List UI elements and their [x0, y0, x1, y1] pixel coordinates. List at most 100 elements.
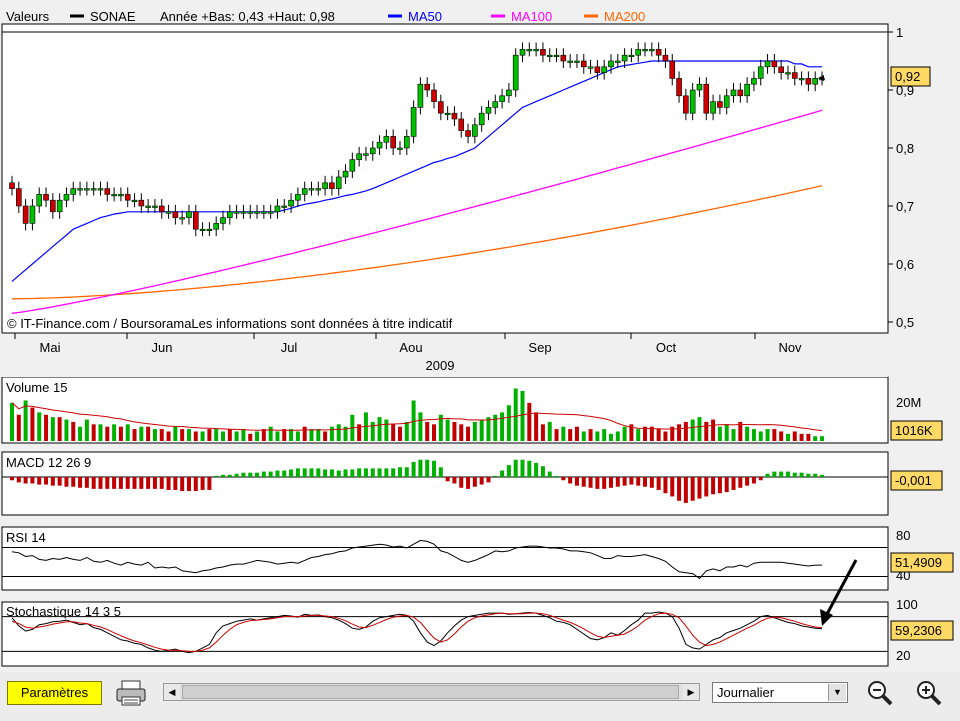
volume-bar [581, 431, 586, 441]
candle-body [369, 147, 376, 155]
macd-bar [581, 477, 586, 487]
candle-body [458, 118, 465, 131]
zoom-in-icon[interactable] [912, 678, 946, 708]
printer-icon[interactable] [113, 678, 151, 708]
macd-bar [534, 462, 539, 477]
candle-body [145, 205, 151, 208]
volume-bar [608, 433, 613, 441]
volume-bar [221, 431, 226, 441]
macd-bar [765, 473, 770, 477]
volume-bar [745, 426, 750, 441]
arrow-right-icon[interactable]: ▶ [683, 684, 699, 700]
candle-body [261, 211, 267, 214]
volume-bar [493, 414, 498, 441]
macd-bar [248, 472, 253, 477]
candle-body [642, 49, 648, 52]
candle-body [397, 147, 403, 150]
volume-bar [302, 426, 307, 441]
stochastic-last-value: 59,2306 [895, 623, 942, 638]
volume-bar [534, 412, 539, 441]
volume-bar [44, 414, 49, 441]
y-tick-label: 1 [896, 25, 903, 40]
volume-bar [64, 419, 69, 441]
candle-body [104, 188, 111, 195]
parameters-button[interactable]: Paramètres [7, 681, 102, 705]
volume-bar [357, 424, 362, 441]
volume-bar [547, 421, 552, 441]
volume-bar [500, 412, 505, 441]
candle-body [90, 188, 97, 191]
volume-bar [697, 417, 702, 441]
macd-last-value: -0,001 [895, 473, 932, 488]
x-tick-label: Nov [778, 340, 802, 355]
volume-bar [466, 426, 471, 441]
stochastic-tick-100: 100 [896, 597, 918, 612]
volume-bar [118, 426, 123, 441]
volume-bar [425, 421, 430, 441]
volume-bar [670, 426, 675, 441]
x-tick-label: Aou [399, 340, 422, 355]
candle-body [152, 205, 158, 208]
volume-bar [200, 431, 205, 441]
candle-body [56, 199, 63, 213]
volume-bar [180, 429, 185, 441]
macd-bar [200, 477, 205, 490]
candle-body [301, 188, 308, 195]
candle-body [717, 101, 723, 108]
volume-bar [37, 412, 42, 441]
time-axis-band [0, 333, 888, 377]
macd-bar [295, 468, 300, 477]
candle-body [771, 60, 778, 68]
candle-body [16, 188, 22, 207]
scrollbar-thumb[interactable] [182, 685, 679, 699]
period-select[interactable]: Journalier ▼ [712, 682, 848, 703]
candle-body [349, 159, 356, 172]
volume-bar [98, 424, 103, 441]
chevron-down-icon[interactable]: ▼ [828, 684, 846, 701]
volume-bar [615, 431, 620, 441]
volume-bar [397, 426, 402, 441]
macd-bar [758, 477, 763, 481]
macd-bar [608, 477, 613, 488]
volume-bar [329, 426, 334, 441]
macd-last-badge [890, 470, 943, 491]
macd-bar [180, 477, 185, 492]
macd-bar [663, 477, 668, 494]
arrow-left-icon[interactable]: ◀ [164, 684, 180, 700]
macd-bar [391, 468, 396, 477]
volume-bar [561, 426, 566, 441]
macd-bar [193, 477, 198, 492]
candle-body [451, 112, 458, 120]
volume-last-value: 1016K [895, 423, 933, 438]
macd-bar [268, 471, 273, 477]
zoom-out-icon[interactable] [863, 678, 897, 708]
candle-body [9, 182, 15, 189]
candle-body [764, 60, 771, 68]
macd-bar [745, 477, 750, 486]
volume-bar [57, 417, 62, 441]
candle-body [553, 54, 560, 58]
macd-bar [397, 467, 402, 477]
candle-body [621, 54, 628, 62]
macd-bar [615, 477, 620, 487]
candle-body [227, 211, 233, 218]
candle-body [111, 194, 117, 197]
volume-bar [574, 426, 579, 441]
macd-bar [37, 477, 42, 485]
candle-body [281, 205, 288, 208]
volume-bar [820, 436, 824, 441]
volume-bar [261, 429, 266, 441]
candle-body [444, 112, 451, 115]
volume-bar [636, 429, 641, 441]
macd-bar [649, 477, 654, 488]
macd-bar [697, 477, 702, 499]
volume-bar [438, 414, 443, 441]
macd-bar [479, 477, 484, 485]
chart-scrollbar[interactable]: ◀ ▶ [163, 683, 700, 701]
stochastic-panel [1, 601, 889, 667]
macd-bar [500, 470, 505, 477]
macd-bar [717, 477, 722, 494]
candle-body [50, 199, 56, 213]
macd-bar [438, 467, 443, 477]
macd-bar [261, 471, 266, 477]
